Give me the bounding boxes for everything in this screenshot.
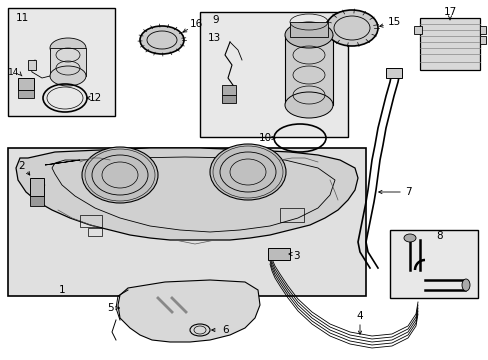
- Text: 4: 4: [356, 311, 363, 321]
- Text: 2: 2: [19, 161, 25, 171]
- Ellipse shape: [325, 10, 377, 46]
- Ellipse shape: [82, 147, 158, 203]
- Bar: [389, 230, 477, 298]
- Text: 1: 1: [59, 285, 65, 295]
- Text: 5: 5: [106, 303, 113, 313]
- Text: 3: 3: [292, 251, 299, 261]
- Bar: [289, 22, 327, 37]
- Text: 6: 6: [222, 325, 229, 335]
- Bar: [28, 60, 36, 70]
- Ellipse shape: [50, 66, 86, 86]
- Text: 17: 17: [443, 7, 456, 17]
- Bar: [30, 196, 44, 206]
- Bar: [479, 36, 485, 44]
- Text: 10: 10: [258, 133, 271, 143]
- Text: 9: 9: [212, 15, 219, 25]
- Bar: [419, 18, 479, 70]
- Ellipse shape: [50, 38, 86, 58]
- Bar: [280, 208, 304, 222]
- Text: 11: 11: [15, 13, 29, 23]
- Ellipse shape: [403, 234, 415, 242]
- Bar: [18, 78, 34, 90]
- Text: 7: 7: [404, 187, 410, 197]
- Bar: [222, 95, 236, 103]
- Text: 12: 12: [88, 93, 102, 103]
- Bar: [8, 148, 365, 296]
- Bar: [413, 26, 421, 34]
- Text: 13: 13: [207, 33, 220, 43]
- Bar: [8, 8, 115, 116]
- Bar: [18, 90, 34, 98]
- Bar: [267, 248, 289, 260]
- Bar: [50, 48, 86, 76]
- Polygon shape: [16, 148, 357, 240]
- Bar: [222, 85, 236, 95]
- Text: 8: 8: [436, 231, 443, 241]
- Bar: [479, 26, 485, 34]
- Bar: [30, 178, 44, 196]
- Ellipse shape: [461, 279, 469, 291]
- Bar: [80, 215, 102, 227]
- Bar: [385, 68, 401, 78]
- Text: 14: 14: [8, 68, 20, 77]
- Bar: [285, 35, 332, 105]
- Bar: [200, 12, 347, 137]
- Polygon shape: [118, 280, 260, 342]
- Ellipse shape: [140, 26, 183, 54]
- Text: 15: 15: [386, 17, 400, 27]
- Bar: [88, 228, 102, 236]
- Text: 16: 16: [189, 19, 202, 29]
- Ellipse shape: [209, 144, 285, 200]
- Ellipse shape: [285, 92, 332, 118]
- Ellipse shape: [285, 22, 332, 48]
